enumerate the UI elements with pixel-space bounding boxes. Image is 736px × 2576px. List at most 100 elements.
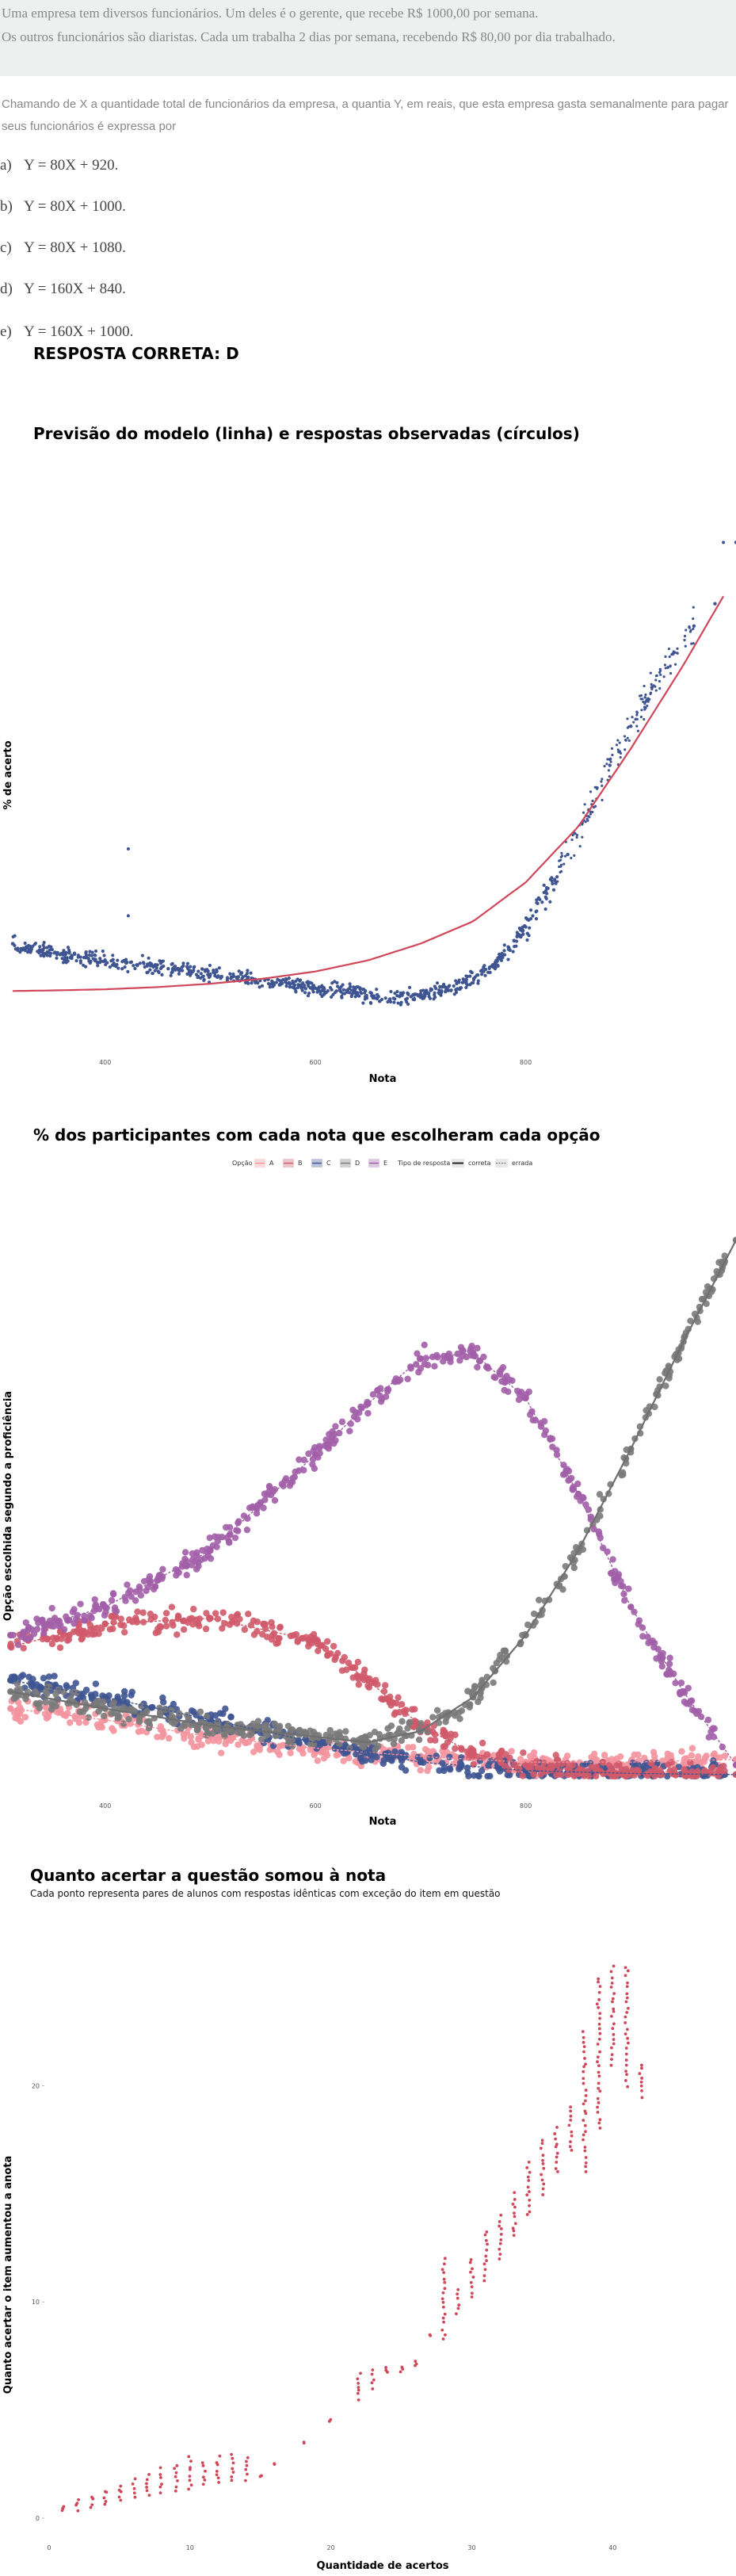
legend-label-D: D bbox=[355, 1160, 360, 1167]
data-point bbox=[654, 689, 658, 692]
data-point bbox=[39, 949, 43, 953]
point-B bbox=[180, 1626, 188, 1634]
data-point bbox=[203, 2478, 207, 2482]
data-point bbox=[341, 992, 345, 996]
point-E bbox=[404, 1375, 411, 1382]
data-point bbox=[541, 2162, 545, 2165]
point-B bbox=[81, 1630, 88, 1638]
point-C bbox=[390, 1752, 397, 1760]
data-point bbox=[363, 991, 367, 995]
point-E bbox=[206, 1534, 213, 1542]
x-axis-label: Quantidade de acertos bbox=[317, 2560, 449, 2572]
point-C bbox=[72, 1680, 79, 1687]
data-point bbox=[598, 2016, 601, 2020]
point-E bbox=[305, 1450, 312, 1458]
point-D bbox=[296, 1726, 303, 1734]
data-point bbox=[553, 877, 557, 881]
data-point bbox=[329, 2417, 333, 2421]
point-B bbox=[324, 1652, 331, 1659]
data-point bbox=[640, 2077, 644, 2080]
data-point bbox=[268, 985, 272, 989]
data-point bbox=[642, 700, 645, 704]
point-B bbox=[519, 1772, 526, 1779]
point-B bbox=[64, 1637, 71, 1645]
data-point bbox=[598, 2012, 602, 2016]
data-point bbox=[379, 997, 384, 1002]
point-B bbox=[563, 1760, 571, 1767]
data-point bbox=[135, 963, 139, 967]
outlier-point bbox=[722, 541, 726, 545]
data-point bbox=[341, 983, 345, 987]
data-point bbox=[231, 2471, 235, 2474]
data-point bbox=[340, 996, 344, 999]
data-point bbox=[13, 947, 17, 951]
data-point bbox=[201, 2463, 205, 2467]
point-D bbox=[418, 1720, 425, 1727]
data-point bbox=[348, 991, 352, 995]
data-point bbox=[582, 2040, 585, 2044]
point-D bbox=[464, 1687, 471, 1695]
data-point bbox=[608, 758, 612, 762]
data-point bbox=[619, 751, 623, 755]
point-B bbox=[120, 1629, 128, 1636]
data-point bbox=[395, 994, 399, 998]
point-E bbox=[311, 1465, 318, 1472]
point-C bbox=[464, 1768, 471, 1776]
point-D bbox=[429, 1714, 437, 1721]
point-B bbox=[432, 1737, 439, 1744]
data-point bbox=[482, 2279, 486, 2283]
point-A bbox=[508, 1748, 515, 1755]
data-point bbox=[498, 2220, 501, 2223]
data-point bbox=[597, 2027, 601, 2031]
data-point bbox=[189, 965, 193, 969]
data-point bbox=[112, 961, 116, 965]
point-A bbox=[43, 1714, 51, 1722]
data-point bbox=[189, 2466, 192, 2470]
data-point bbox=[692, 642, 695, 645]
data-point bbox=[669, 671, 673, 675]
data-point bbox=[612, 2009, 616, 2013]
point-B bbox=[276, 1624, 284, 1631]
data-point bbox=[643, 708, 646, 711]
data-point bbox=[356, 2377, 360, 2381]
data-point bbox=[440, 2297, 444, 2301]
data-point bbox=[468, 2261, 472, 2265]
data-point bbox=[93, 949, 98, 954]
point-E bbox=[332, 1423, 339, 1430]
point-E bbox=[346, 1428, 353, 1435]
point-E bbox=[143, 1587, 150, 1595]
data-point bbox=[670, 653, 673, 656]
data-point bbox=[384, 2366, 387, 2369]
data-point bbox=[480, 968, 484, 972]
point-B bbox=[334, 1649, 341, 1657]
question-line-2: Os outros funcionários são diaristas. Ca… bbox=[2, 29, 616, 44]
data-point bbox=[441, 2337, 445, 2341]
point-B bbox=[570, 1772, 578, 1779]
point-D bbox=[135, 1715, 143, 1722]
point-B bbox=[259, 1630, 266, 1638]
point-D bbox=[85, 1714, 92, 1722]
data-point bbox=[95, 960, 99, 965]
legend-label-A: A bbox=[269, 1160, 274, 1167]
data-point bbox=[174, 2475, 177, 2479]
data-point bbox=[608, 763, 612, 767]
point-E bbox=[691, 1707, 699, 1714]
data-point bbox=[273, 2462, 276, 2466]
point-E bbox=[195, 1562, 202, 1570]
data-point bbox=[257, 985, 261, 989]
data-point bbox=[609, 760, 612, 763]
x-tick-label: 10 bbox=[186, 2544, 194, 2551]
option-c: c) Y = 80X + 1080. bbox=[0, 239, 126, 257]
point-A bbox=[157, 1723, 164, 1730]
y-tick-label: 20 bbox=[32, 2082, 40, 2089]
data-point bbox=[540, 2138, 544, 2142]
data-point bbox=[551, 888, 556, 892]
data-point bbox=[664, 667, 667, 670]
data-point bbox=[462, 980, 466, 984]
data-point bbox=[250, 981, 254, 985]
data-point bbox=[392, 1000, 396, 1004]
data-point bbox=[566, 852, 570, 857]
point-E bbox=[260, 1504, 267, 1512]
point-B bbox=[56, 1644, 64, 1651]
data-point bbox=[643, 696, 646, 699]
